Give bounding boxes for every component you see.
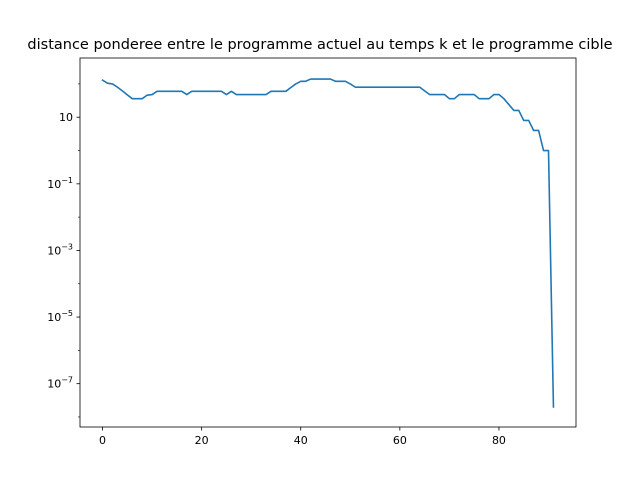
x-tick-label: 20: [195, 434, 209, 447]
x-tick-label: 60: [393, 434, 407, 447]
y-tick-label-base: 10: [59, 111, 73, 124]
y-tick-label: 10−5: [47, 309, 73, 324]
y-tick-label: 10−1: [47, 176, 73, 191]
y-tick-label-exponent: −7: [61, 376, 73, 385]
x-tick-label: 40: [294, 434, 308, 447]
y-tick-label-base: 10: [47, 311, 61, 324]
series-line: [101, 78, 555, 408]
x-tick-label: 0: [99, 434, 106, 447]
y-tick-label-exponent: −3: [61, 242, 73, 251]
y-tick-label: 10−7: [47, 376, 73, 391]
x-tick-label: 80: [492, 434, 506, 447]
y-tick-label-base: 10: [47, 178, 61, 191]
y-tick-label-base: 10: [47, 378, 61, 391]
y-tick-label: 10: [59, 111, 73, 124]
y-axis-ticks: 10−710−510−310−110: [47, 83, 80, 418]
axes-frame: [79, 57, 577, 428]
y-tick-label-exponent: −1: [61, 176, 73, 185]
chart-title: distance ponderee entre le programme act…: [27, 37, 612, 53]
y-tick-label-base: 10: [47, 244, 61, 257]
y-tick-label-exponent: −5: [61, 309, 73, 318]
plot-area: 0 20 40 60 80 10−710−510−310−110: [47, 57, 577, 447]
x-axis-ticks: 0 20 40 60 80: [99, 427, 506, 447]
y-tick-label: 10−3: [47, 242, 73, 257]
